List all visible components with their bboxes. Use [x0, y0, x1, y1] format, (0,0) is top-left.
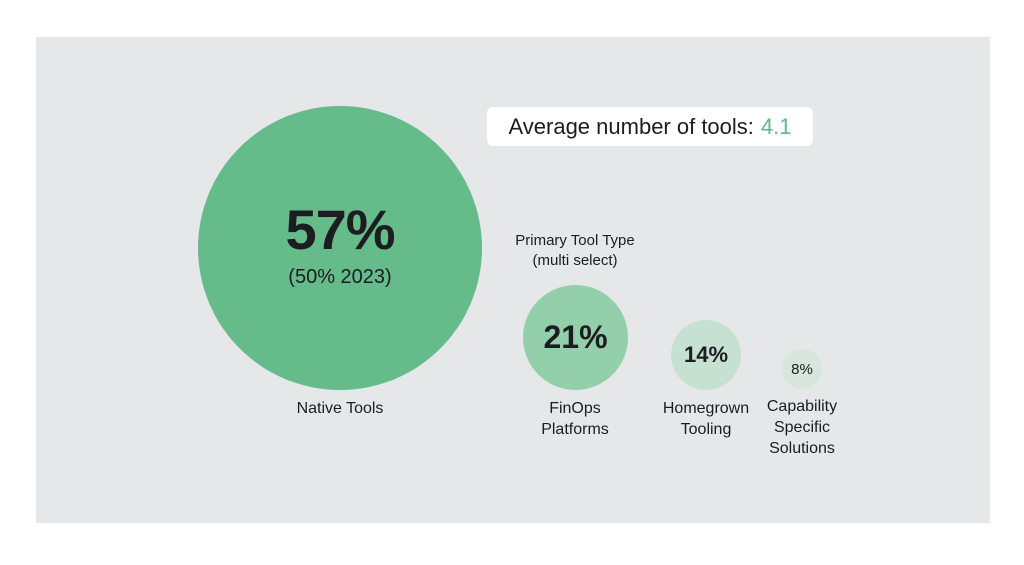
bubble-native-tools: 57% (50% 2023)	[198, 106, 482, 390]
bubble-homegrown-tooling: 14%	[671, 320, 741, 390]
average-tools-value: 4.1	[760, 113, 792, 139]
chart-subtitle: Primary Tool Type (multi select)	[495, 231, 655, 271]
average-tools-badge: Average number of tools: 4.1	[487, 107, 813, 146]
label-native-tools: Native Tools	[296, 400, 384, 417]
label-finops-platforms: FinOps Platforms	[541, 400, 609, 438]
label-capability-specific: Capability Specific Solutions	[766, 398, 838, 457]
native-tools-percent: 57%	[285, 197, 395, 261]
label-homegrown-tooling: Homegrown Tooling	[662, 400, 750, 438]
average-tools-label: Average number of tools:	[508, 113, 754, 139]
bubble-capability-specific: 8%	[782, 349, 822, 389]
subtitle-line-2: (multi select)	[532, 252, 618, 269]
native-tools-comparison: (50% 2023)	[288, 265, 392, 288]
homegrown-percent: 14%	[683, 342, 729, 367]
bubble-finops-platforms: 21%	[523, 285, 628, 390]
subtitle-line-1: Primary Tool Type	[515, 232, 635, 249]
capability-percent: 8%	[791, 360, 813, 378]
finops-percent: 21%	[543, 319, 608, 355]
